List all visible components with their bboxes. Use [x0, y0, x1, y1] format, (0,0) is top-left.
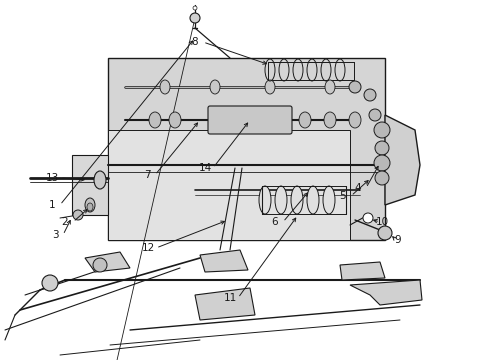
Ellipse shape [324, 112, 335, 128]
Polygon shape [108, 58, 384, 240]
Circle shape [377, 226, 391, 240]
Ellipse shape [298, 112, 310, 128]
Circle shape [373, 122, 389, 138]
Ellipse shape [348, 112, 360, 128]
Circle shape [374, 141, 388, 155]
Ellipse shape [259, 186, 270, 214]
Text: 5: 5 [339, 191, 346, 201]
Ellipse shape [264, 80, 274, 94]
Circle shape [42, 275, 58, 291]
Polygon shape [349, 280, 421, 305]
Ellipse shape [209, 80, 220, 94]
Circle shape [193, 6, 197, 10]
Circle shape [373, 155, 389, 171]
Ellipse shape [306, 186, 318, 214]
FancyBboxPatch shape [207, 106, 291, 134]
Circle shape [363, 89, 375, 101]
Ellipse shape [325, 80, 334, 94]
Circle shape [368, 109, 380, 121]
Ellipse shape [323, 186, 334, 214]
Ellipse shape [94, 171, 106, 189]
Polygon shape [339, 262, 384, 280]
Text: 10: 10 [375, 217, 388, 227]
Polygon shape [72, 155, 108, 215]
Text: 8: 8 [191, 37, 198, 47]
Circle shape [374, 171, 388, 185]
Polygon shape [85, 252, 130, 272]
Text: 6: 6 [271, 217, 278, 227]
Text: 7: 7 [143, 170, 150, 180]
Text: 1: 1 [49, 200, 55, 210]
Ellipse shape [274, 186, 286, 214]
Text: 11: 11 [223, 293, 236, 303]
Ellipse shape [85, 198, 95, 212]
Text: 9: 9 [394, 235, 401, 245]
Circle shape [73, 210, 83, 220]
Polygon shape [195, 288, 254, 320]
Circle shape [93, 258, 107, 272]
Text: 14: 14 [198, 163, 211, 173]
Text: 13: 13 [45, 173, 59, 183]
Ellipse shape [160, 80, 170, 94]
Text: 4: 4 [354, 183, 361, 193]
Polygon shape [384, 115, 419, 205]
Text: 2: 2 [61, 217, 68, 227]
Ellipse shape [87, 203, 93, 211]
Polygon shape [108, 130, 349, 240]
Ellipse shape [149, 112, 161, 128]
Polygon shape [200, 250, 247, 272]
Text: 12: 12 [141, 243, 154, 253]
Circle shape [348, 81, 360, 93]
Ellipse shape [169, 112, 181, 128]
Circle shape [362, 213, 372, 223]
Circle shape [190, 13, 200, 23]
Text: 3: 3 [52, 230, 58, 240]
Ellipse shape [290, 186, 303, 214]
